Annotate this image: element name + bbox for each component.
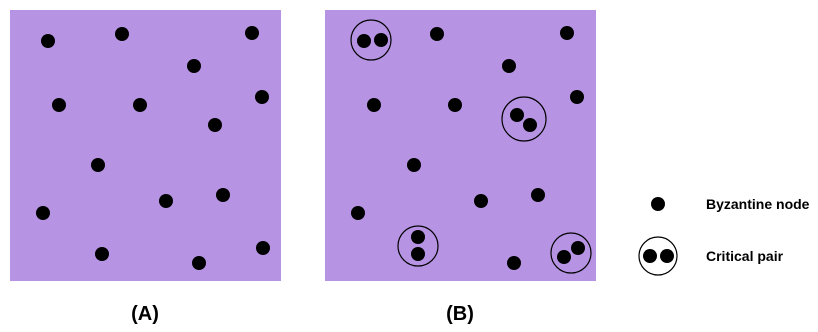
byzantine-node xyxy=(357,34,371,48)
panel-a-label: (A) xyxy=(131,303,159,325)
legend: Byzantine node Critical pair xyxy=(638,196,810,276)
legend-critical-pair-ring xyxy=(638,236,678,276)
byzantine-node xyxy=(571,241,585,255)
byzantine-node xyxy=(192,256,206,270)
byzantine-node xyxy=(41,34,55,48)
byzantine-node xyxy=(430,27,444,41)
legend-critical-label: Critical pair xyxy=(706,248,784,264)
critical-pair xyxy=(350,19,392,61)
panel-a: (A) xyxy=(10,10,281,325)
byzantine-node xyxy=(245,26,259,40)
byzantine-node xyxy=(523,118,537,132)
critical-pair-ring xyxy=(550,232,592,274)
byzantine-node xyxy=(374,33,388,47)
byzantine-node xyxy=(133,98,147,112)
byzantine-node xyxy=(560,26,574,40)
legend-byzantine-node-icon xyxy=(651,197,665,211)
byzantine-node xyxy=(36,206,50,220)
byzantine-node xyxy=(351,206,365,220)
byzantine-node xyxy=(187,59,201,73)
byzantine-node xyxy=(367,98,381,112)
panel-b: (B) xyxy=(325,10,596,325)
byzantine-node xyxy=(91,158,105,172)
critical-pair xyxy=(501,96,547,142)
byzantine-node xyxy=(159,194,173,208)
legend-byzantine-label: Byzantine node xyxy=(706,196,810,212)
byzantine-node xyxy=(208,118,222,132)
byzantine-node xyxy=(255,90,269,104)
critical-pair-ring xyxy=(397,225,439,267)
byzantine-node xyxy=(510,108,524,122)
byzantine-node xyxy=(507,256,521,270)
byzantine-node xyxy=(502,59,516,73)
byzantine-node xyxy=(570,90,584,104)
byzantine-node xyxy=(411,247,425,261)
critical-pair-ring xyxy=(350,19,392,61)
byzantine-node xyxy=(52,98,66,112)
panel-a-background xyxy=(10,10,281,281)
byzantine-node xyxy=(474,194,488,208)
byzantine-node xyxy=(531,188,545,202)
byzantine-node xyxy=(411,230,425,244)
byzantine-node xyxy=(115,27,129,41)
critical-pair xyxy=(397,225,439,267)
byzantine-node xyxy=(557,250,571,264)
critical-pair-ring xyxy=(501,96,547,142)
byzantine-node xyxy=(95,247,109,261)
legend-critical-pair-node xyxy=(643,249,657,263)
byzantine-node xyxy=(216,188,230,202)
legend-critical-pair-node xyxy=(660,249,674,263)
critical-pair xyxy=(550,232,592,274)
byzantine-node xyxy=(448,98,462,112)
byzantine-node xyxy=(256,241,270,255)
byzantine-node xyxy=(407,158,421,172)
panel-b-background xyxy=(325,10,596,281)
panel-b-label: (B) xyxy=(446,303,474,325)
